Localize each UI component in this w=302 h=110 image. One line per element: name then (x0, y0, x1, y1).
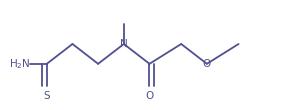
Text: S: S (43, 91, 50, 101)
Text: O: O (145, 91, 154, 101)
Text: H$_2$N: H$_2$N (9, 57, 31, 71)
Text: O: O (203, 59, 211, 69)
Text: N: N (120, 39, 128, 49)
